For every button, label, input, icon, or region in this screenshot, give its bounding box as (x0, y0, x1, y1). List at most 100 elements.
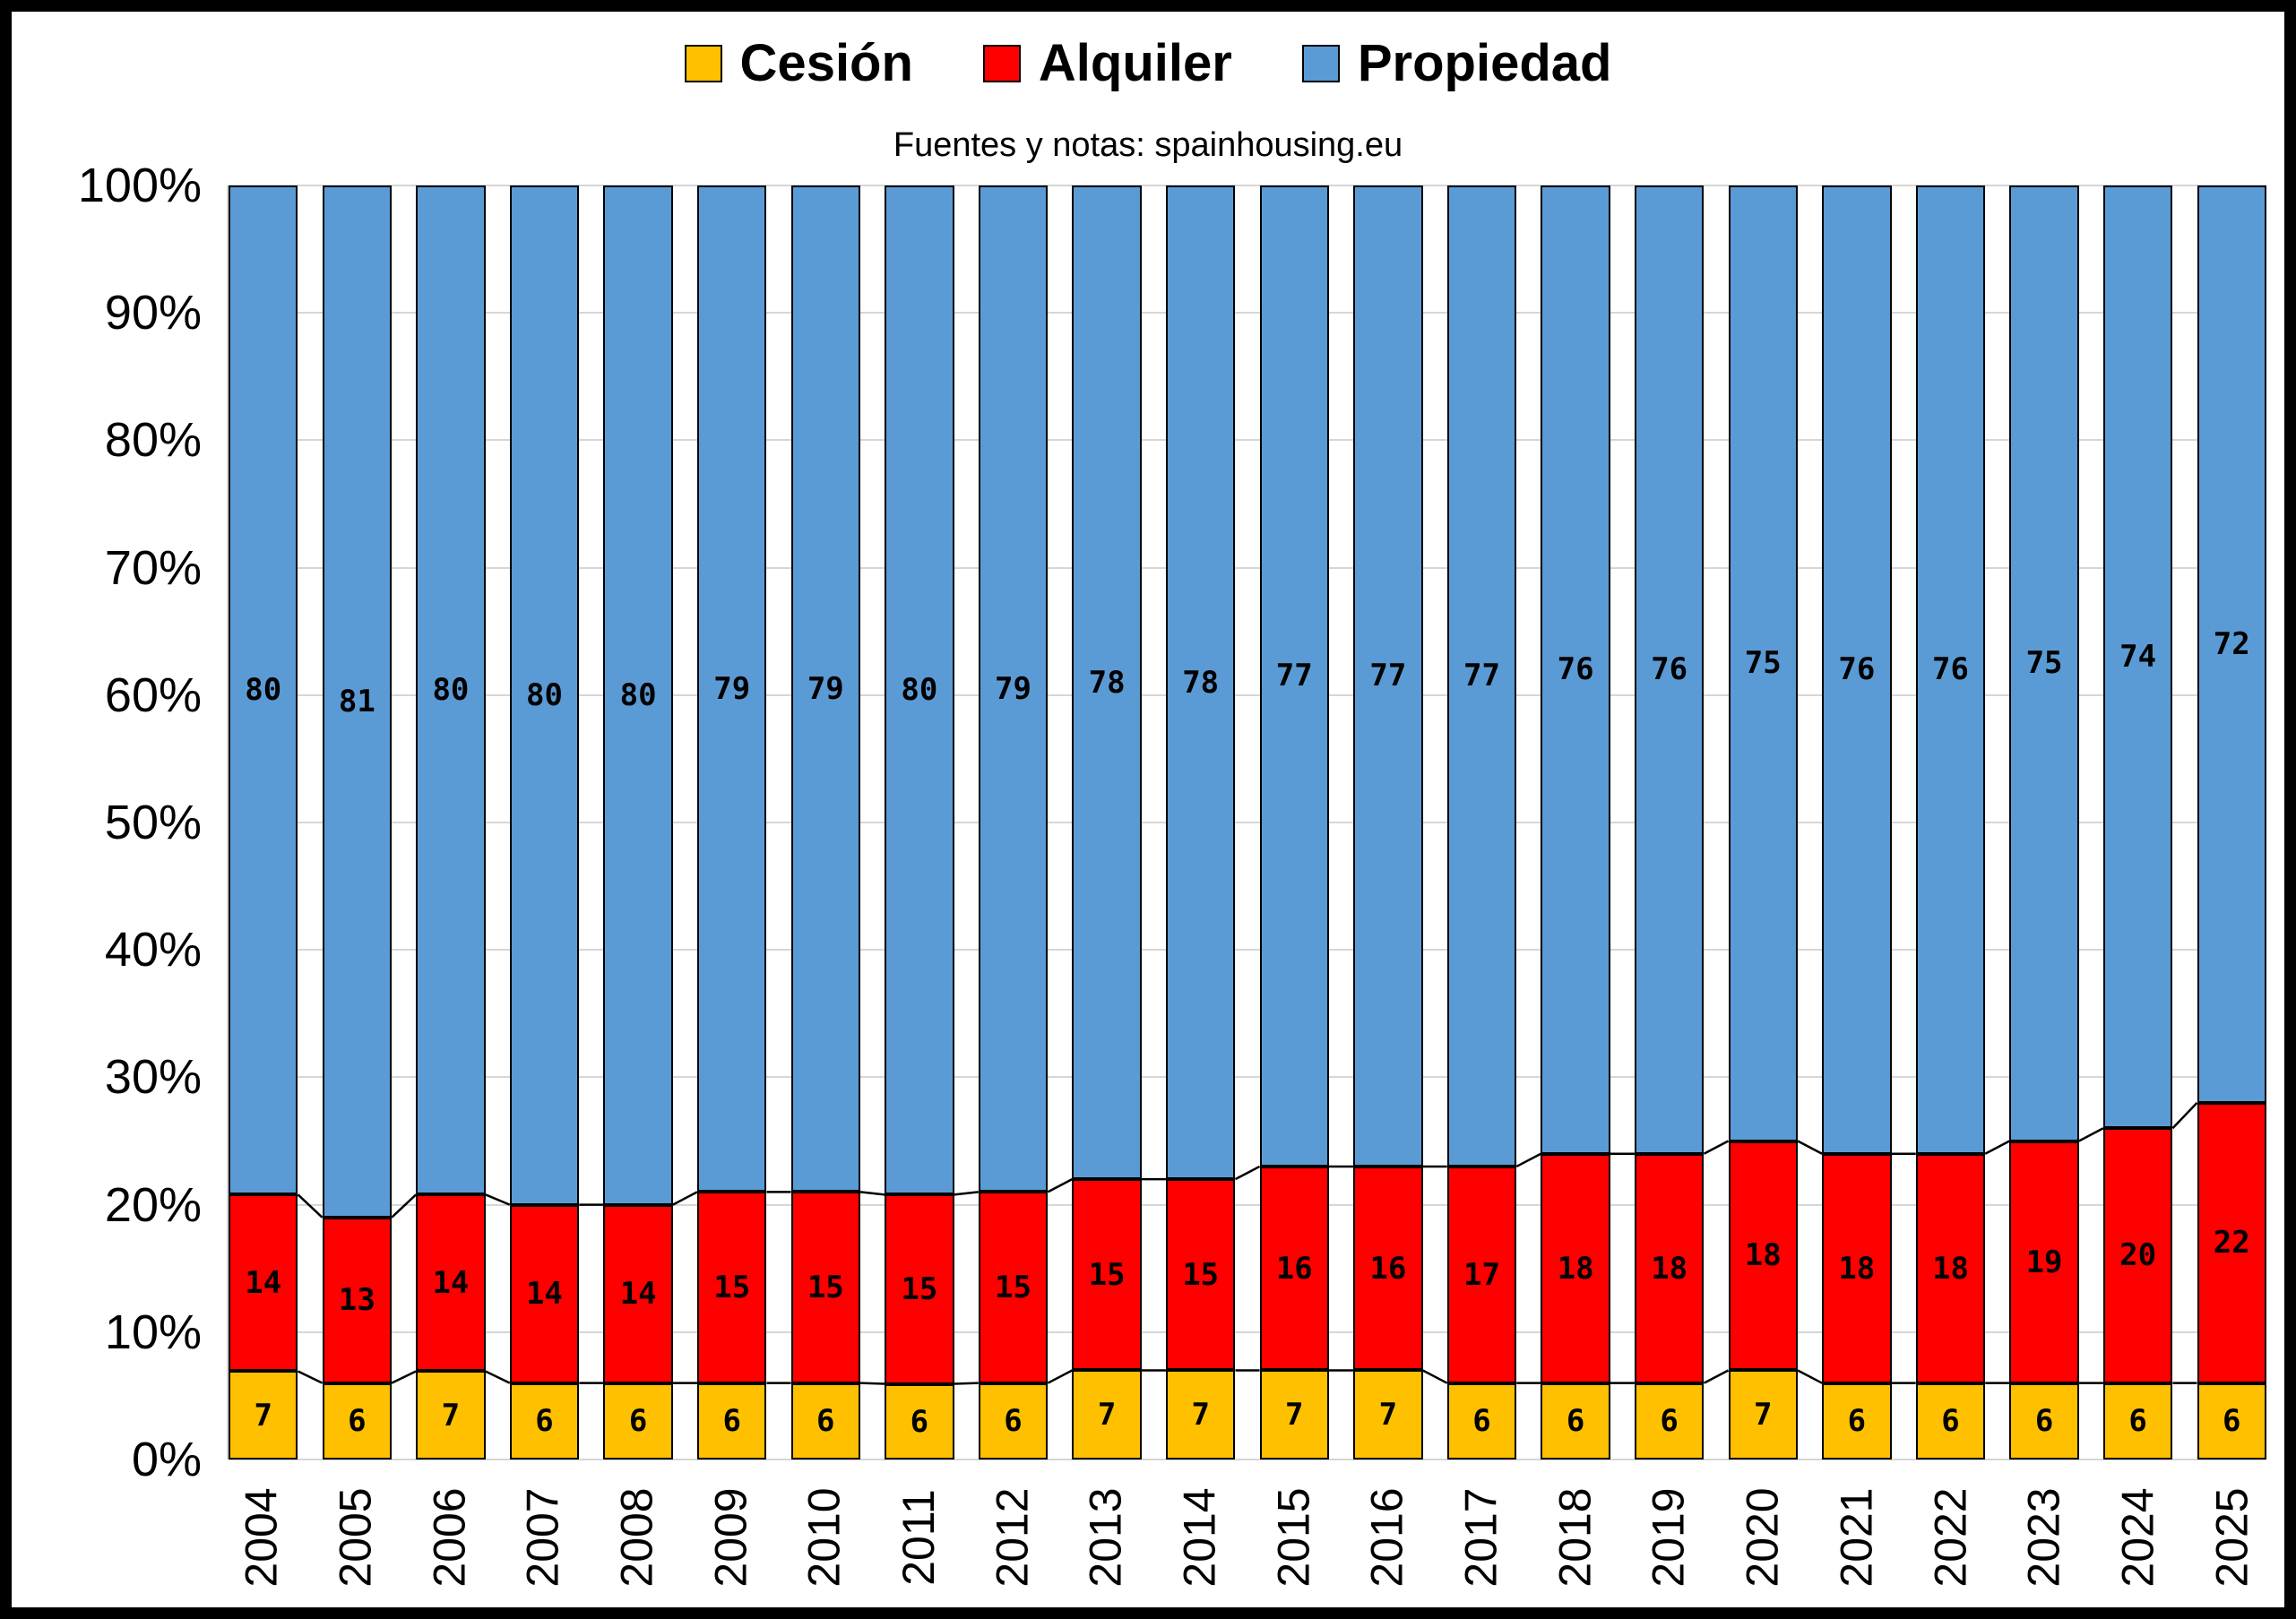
x-axis-label-text: 2017 (1455, 1487, 1506, 1588)
segment-cesion-2016: 7 (1353, 1370, 1423, 1460)
x-axis-label-text: 2010 (798, 1487, 850, 1588)
x-axis-label-text: 2020 (1737, 1487, 1788, 1588)
segment-propiedad-2013: 78 (1072, 185, 1142, 1180)
y-axis: 100% 90% 80% 70% 60% 50% 40% 30% 20% 10% 0% (12, 159, 216, 1486)
data-label-alquiler-2004: 14 (245, 1264, 282, 1301)
data-label-propiedad-2022: 76 (1931, 651, 1969, 688)
segment-alquiler-2013: 15 (1072, 1179, 1142, 1371)
x-axis-label-text: 2021 (1831, 1487, 1882, 1588)
bar-2014: 78 15 7 (1165, 185, 1236, 1460)
segment-propiedad-2021: 76 (1822, 185, 1892, 1154)
segment-propiedad-2006: 80 (416, 185, 486, 1195)
data-label-cesion-2018: 6 (1566, 1403, 1585, 1440)
data-label-alquiler-2019: 18 (1651, 1250, 1688, 1287)
y-axis-label-10pct: 10% (104, 1305, 202, 1359)
segment-alquiler-2007: 14 (509, 1204, 580, 1383)
bar-2022: 76 18 6 (1915, 185, 1986, 1460)
data-label-cesion-2012: 6 (1004, 1403, 1023, 1440)
bar-2021: 76 18 6 (1822, 185, 1892, 1460)
bar-2012: 79 15 6 (978, 185, 1049, 1460)
segment-cesion-2011: 6 (885, 1383, 954, 1460)
segment-cesion-2014: 7 (1165, 1370, 1236, 1460)
data-label-propiedad-2018: 76 (1557, 651, 1594, 688)
bar-2024: 74 20 6 (2102, 185, 2173, 1460)
x-axis-label-2024: 2024 (2103, 1470, 2173, 1605)
x-axis-label-2016: 2016 (1352, 1470, 1422, 1605)
data-label-cesion-2022: 6 (1941, 1403, 1960, 1440)
data-label-alquiler-2021: 18 (1838, 1250, 1876, 1287)
data-label-propiedad-2013: 78 (1088, 664, 1126, 701)
segment-cesion-2008: 6 (603, 1382, 673, 1460)
x-axis-label-2005: 2005 (321, 1470, 391, 1605)
gridline-60 (229, 693, 2266, 696)
data-label-propiedad-2019: 76 (1651, 651, 1688, 688)
data-label-alquiler-2025: 22 (2213, 1225, 2250, 1262)
bar-2017: 77 17 6 (1446, 185, 1517, 1460)
x-axis-label-2021: 2021 (1822, 1470, 1892, 1605)
segment-cesion-2017: 6 (1446, 1382, 1517, 1460)
data-label-propiedad-2015: 77 (1275, 658, 1313, 694)
data-label-alquiler-2014: 15 (1182, 1256, 1220, 1293)
gridline-90 (229, 312, 2266, 314)
segment-cesion-2019: 6 (1634, 1382, 1705, 1460)
segment-cesion-2007: 6 (509, 1382, 580, 1460)
x-axis-label-text: 2022 (1925, 1487, 1976, 1588)
segment-propiedad-2010: 79 (790, 185, 861, 1193)
data-label-cesion-2009: 6 (722, 1403, 741, 1440)
gridline-30 (229, 1076, 2266, 1079)
segment-cesion-2009: 6 (696, 1382, 767, 1460)
data-label-propiedad-2017: 77 (1463, 658, 1500, 694)
gridline-0 (229, 1459, 2266, 1460)
segment-propiedad-2018: 76 (1541, 185, 1610, 1154)
segment-propiedad-2009: 79 (696, 185, 767, 1193)
x-axis-label-text: 2005 (330, 1487, 381, 1588)
data-label-alquiler-2015: 16 (1275, 1250, 1313, 1287)
segment-cesion-2022: 6 (1915, 1382, 1986, 1460)
segment-cesion-2018: 6 (1541, 1382, 1610, 1460)
data-label-alquiler-2009: 15 (713, 1270, 751, 1306)
bar-2004: 80 14 7 (229, 185, 298, 1460)
segment-cesion-2020: 7 (1728, 1370, 1798, 1460)
y-axis-label-20pct: 20% (104, 1177, 202, 1232)
data-label-propiedad-2005: 81 (338, 683, 375, 719)
x-axis-label-2011: 2011 (884, 1470, 954, 1605)
segment-alquiler-2021: 18 (1822, 1153, 1892, 1383)
data-label-alquiler-2016: 16 (1369, 1250, 1407, 1287)
data-label-cesion-2015: 7 (1285, 1397, 1304, 1434)
data-label-propiedad-2009: 79 (713, 670, 751, 707)
bar-2018: 76 18 6 (1541, 185, 1610, 1460)
data-label-alquiler-2024: 20 (2119, 1237, 2157, 1274)
segment-propiedad-2016: 77 (1353, 185, 1423, 1167)
segment-cesion-2024: 6 (2102, 1382, 2173, 1460)
bar-2020: 75 18 7 (1728, 185, 1798, 1460)
segment-cesion-2025: 6 (2197, 1382, 2266, 1460)
y-axis-label-90pct: 90% (104, 286, 202, 340)
x-axis-label-2004: 2004 (227, 1470, 297, 1605)
bar-2009: 79 15 6 (696, 185, 767, 1460)
legend-swatch-cesion (684, 44, 722, 82)
data-label-propiedad-2021: 76 (1838, 651, 1876, 688)
x-axis-label-text: 2023 (2018, 1487, 2069, 1588)
segment-alquiler-2023: 19 (2009, 1141, 2079, 1383)
x-axis-label-2010: 2010 (790, 1470, 859, 1605)
segment-propiedad-2020: 75 (1728, 185, 1798, 1141)
segment-propiedad-2004: 80 (229, 185, 298, 1195)
x-axis-label-text: 2015 (1268, 1487, 1319, 1588)
bar-2023: 75 19 6 (2009, 185, 2079, 1460)
gridline-70 (229, 566, 2266, 569)
segment-alquiler-2024: 20 (2102, 1128, 2173, 1383)
y-axis-label-30pct: 30% (104, 1050, 202, 1105)
x-axis-label-text: 2018 (1549, 1487, 1601, 1588)
x-axis-label-2022: 2022 (1915, 1470, 1985, 1605)
x-axis-label-2025: 2025 (2197, 1470, 2266, 1605)
segment-alquiler-2018: 18 (1541, 1153, 1610, 1383)
segment-propiedad-2014: 78 (1165, 185, 1236, 1180)
y-axis-label-70pct: 70% (104, 540, 202, 595)
segment-alquiler-2019: 18 (1634, 1153, 1705, 1383)
gridline-40 (229, 949, 2266, 952)
chart-subtitle: Fuentes y notas: spainhousing.eu (893, 126, 1403, 164)
legend-label-propiedad: Propiedad (1357, 34, 1612, 92)
data-label-alquiler-2007: 14 (526, 1276, 563, 1313)
segment-alquiler-2015: 16 (1259, 1166, 1330, 1371)
x-axis-label-text: 2007 (517, 1487, 568, 1588)
